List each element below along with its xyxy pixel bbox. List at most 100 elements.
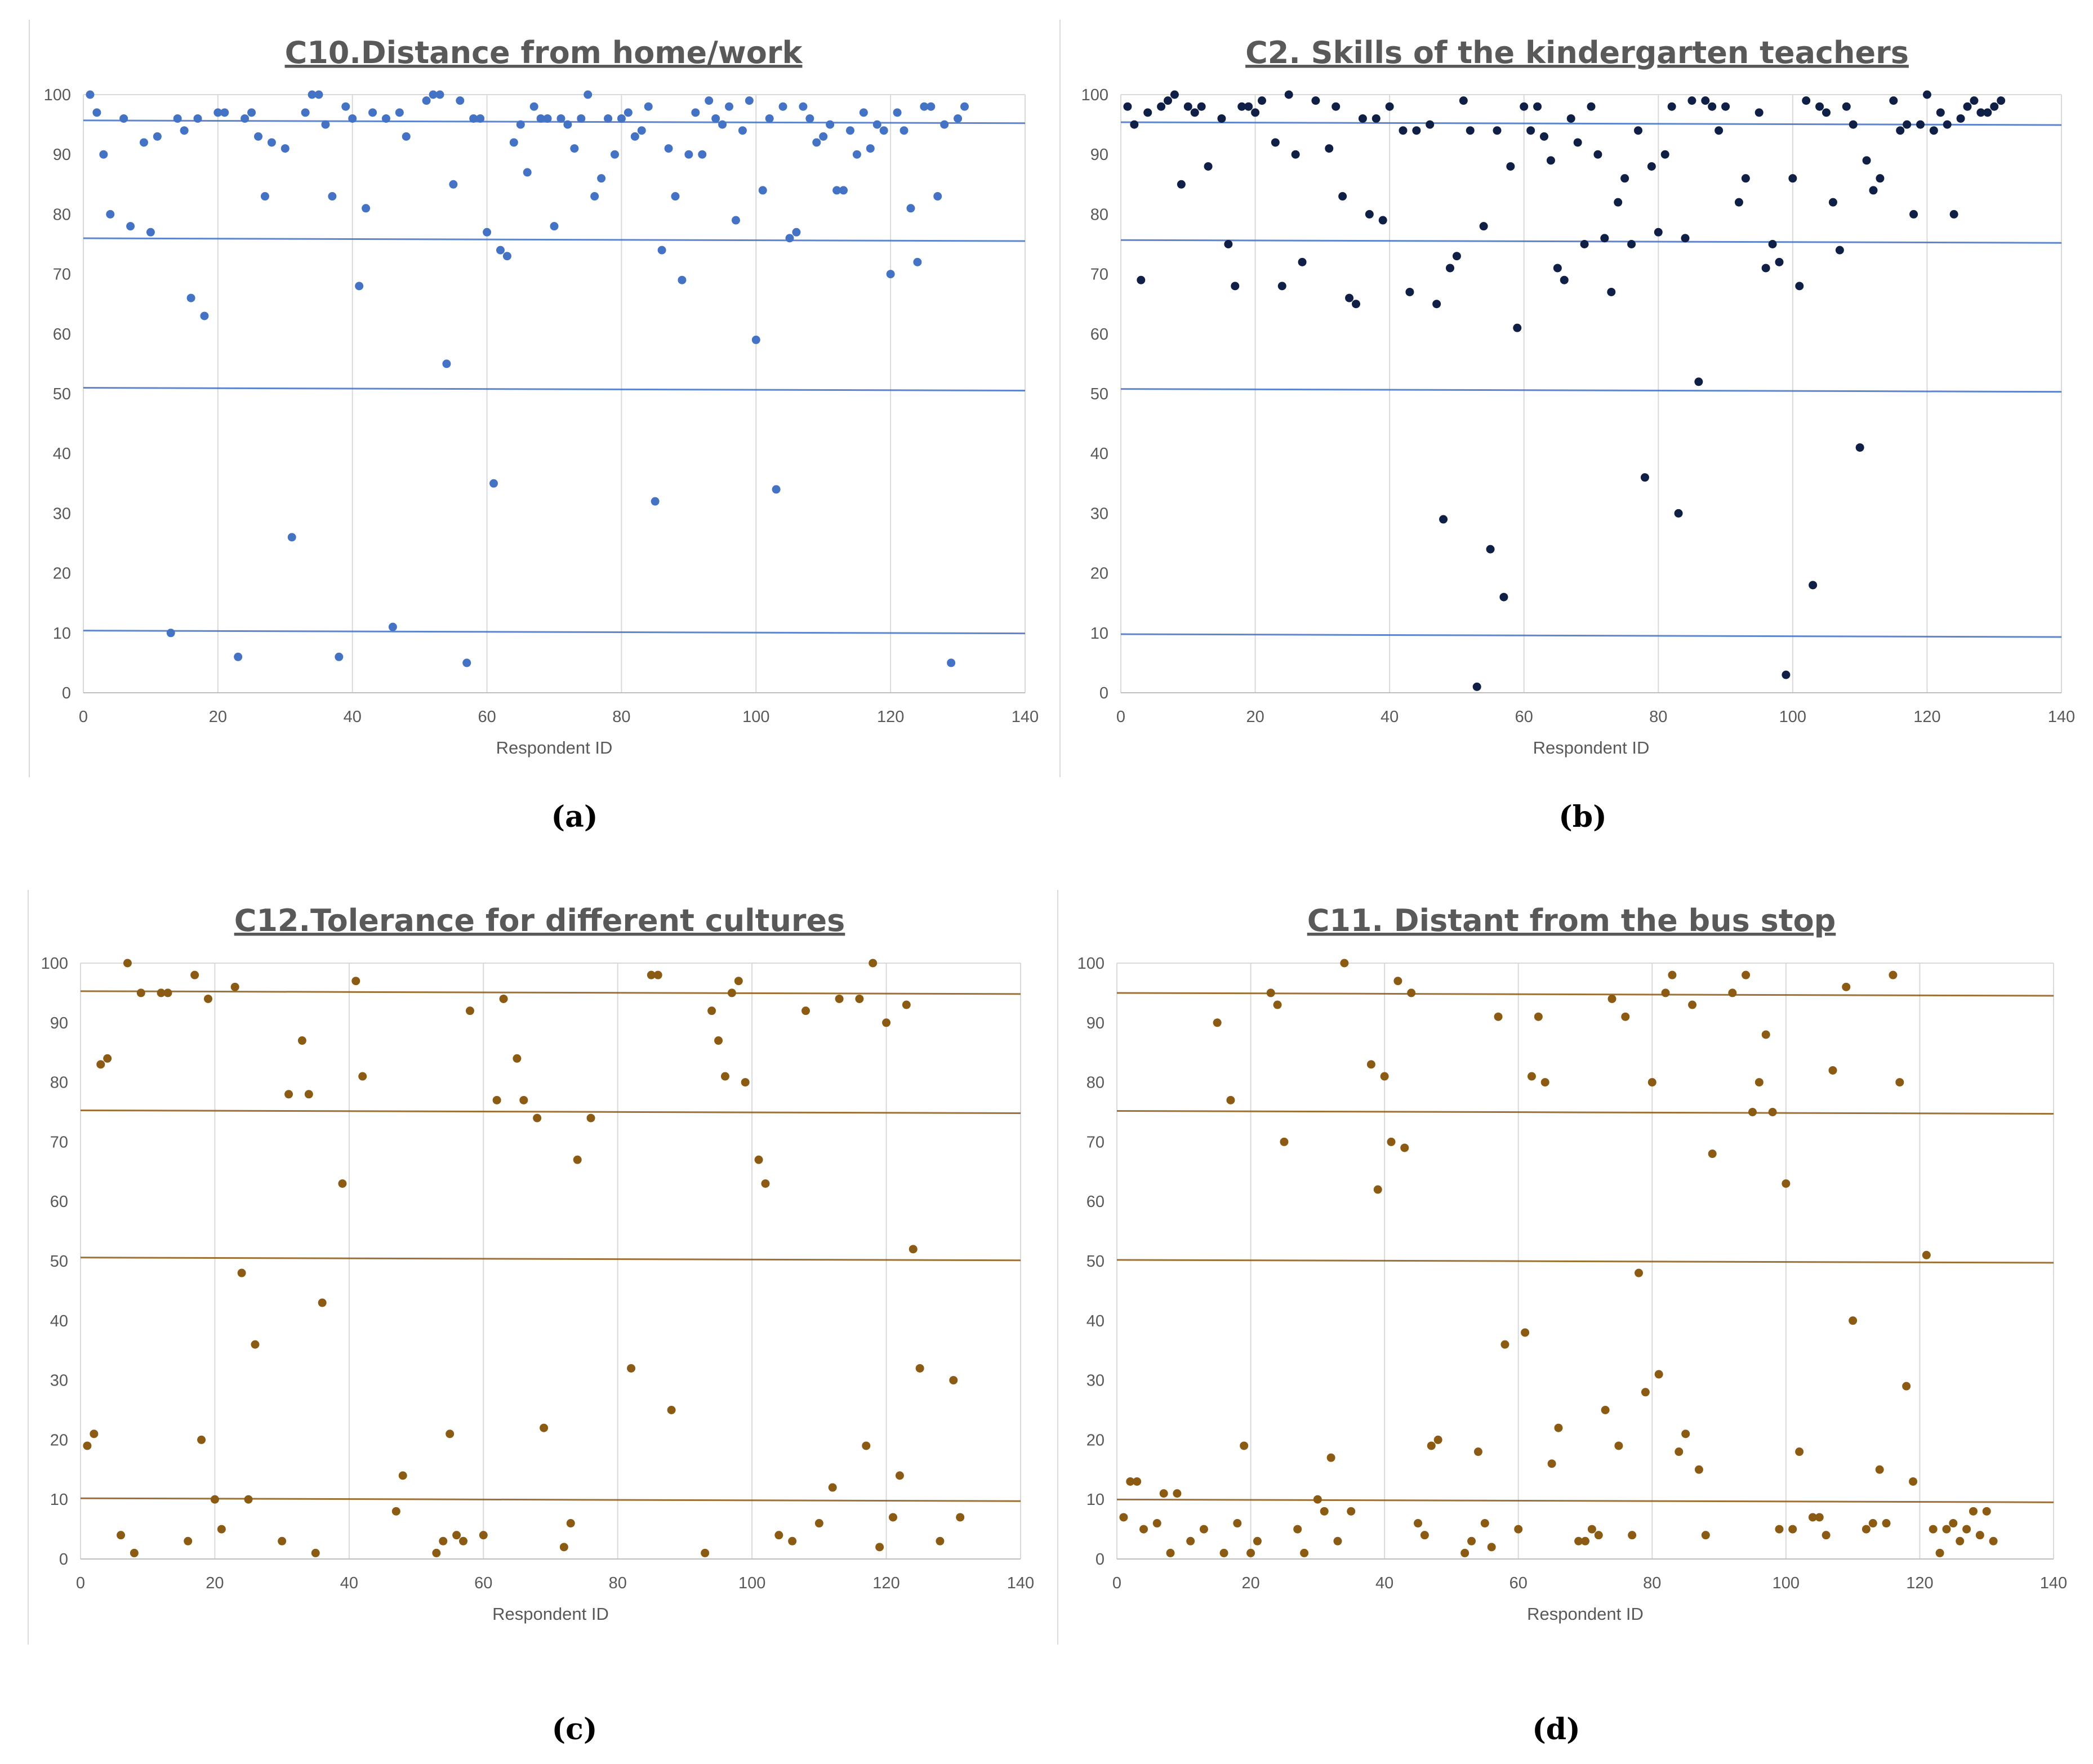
data-point bbox=[459, 1536, 468, 1545]
data-point bbox=[462, 658, 471, 667]
data-point bbox=[1338, 192, 1347, 201]
x-axis-label: Respondent ID bbox=[1533, 738, 1650, 758]
data-point bbox=[1943, 120, 1952, 129]
data-point bbox=[1681, 1429, 1690, 1438]
data-point bbox=[1197, 102, 1206, 111]
x-axis-label: Respondent ID bbox=[1527, 1604, 1644, 1624]
data-point bbox=[1788, 174, 1797, 183]
data-point bbox=[96, 1060, 105, 1069]
data-point bbox=[566, 1519, 575, 1528]
y-tick-label: 60 bbox=[53, 326, 71, 344]
y-tick-label: 40 bbox=[1086, 1312, 1105, 1330]
data-point bbox=[321, 120, 330, 129]
chart-title: C2. Skills of the kindergarten teachers bbox=[1245, 35, 1909, 70]
data-point bbox=[1378, 216, 1387, 225]
data-point bbox=[153, 132, 162, 141]
data-point bbox=[1298, 257, 1307, 266]
panel-label: (c) bbox=[552, 1712, 598, 1747]
data-point bbox=[1587, 1525, 1596, 1534]
data-point bbox=[1822, 108, 1831, 117]
data-point bbox=[533, 1113, 542, 1122]
data-point bbox=[90, 1429, 99, 1438]
data-point bbox=[920, 102, 929, 111]
data-point bbox=[1244, 102, 1253, 111]
data-point bbox=[1668, 970, 1677, 979]
data-point bbox=[1143, 108, 1152, 117]
y-tick-label: 0 bbox=[62, 684, 71, 702]
reference-line bbox=[1116, 1110, 2054, 1115]
data-point bbox=[1347, 1507, 1356, 1516]
data-point bbox=[1635, 1268, 1644, 1277]
data-point bbox=[1782, 1179, 1791, 1188]
data-point bbox=[489, 479, 498, 488]
data-point bbox=[117, 1531, 126, 1540]
data-point bbox=[136, 988, 145, 997]
data-point bbox=[509, 138, 518, 147]
data-point bbox=[1414, 1519, 1423, 1528]
data-point bbox=[714, 1036, 723, 1045]
y-tick-label: 70 bbox=[50, 1133, 68, 1151]
data-point bbox=[1527, 1072, 1536, 1081]
data-point bbox=[1467, 1536, 1476, 1545]
y-tick-label: 70 bbox=[1090, 266, 1108, 284]
data-point bbox=[1715, 126, 1724, 135]
x-tick-label: 140 bbox=[2040, 1574, 2067, 1592]
data-point bbox=[1340, 959, 1349, 968]
data-point bbox=[707, 1006, 716, 1015]
data-point bbox=[1795, 1447, 1804, 1456]
data-point bbox=[1387, 1137, 1396, 1146]
x-axis-label: Respondent ID bbox=[492, 1604, 609, 1624]
chart-title: C11. Distant from the bus stop bbox=[1307, 903, 1836, 938]
data-point bbox=[1580, 240, 1589, 248]
data-point bbox=[1587, 102, 1596, 111]
chart-panel-c: 0 10 20 30 40 50 60 70 80 90 100 0 20 40 60 80 100 120 140… bbox=[28, 890, 1034, 1747]
data-point bbox=[1882, 1519, 1891, 1528]
data-point bbox=[358, 1072, 367, 1081]
data-point bbox=[1480, 1519, 1489, 1528]
data-point bbox=[314, 90, 323, 99]
data-point bbox=[184, 1536, 193, 1545]
reference-line bbox=[80, 1497, 1021, 1502]
data-point bbox=[254, 132, 263, 141]
data-point bbox=[197, 1435, 206, 1444]
data-point bbox=[1647, 1078, 1656, 1087]
data-point bbox=[479, 1531, 488, 1540]
data-point bbox=[297, 1036, 306, 1045]
data-point bbox=[1365, 210, 1374, 219]
data-point bbox=[1788, 1525, 1797, 1534]
x-tick-label: 140 bbox=[2048, 708, 2075, 726]
data-point bbox=[543, 114, 552, 123]
reference-line bbox=[83, 387, 1026, 392]
data-point bbox=[1654, 228, 1663, 237]
data-point bbox=[630, 132, 639, 141]
data-point bbox=[287, 533, 296, 542]
data-point bbox=[83, 1441, 92, 1450]
panel-label: (b) bbox=[1558, 800, 1607, 834]
data-point bbox=[1876, 174, 1885, 183]
y-tick-label: 80 bbox=[1090, 206, 1108, 224]
data-point bbox=[1949, 1519, 1958, 1528]
panel-label: (d) bbox=[1532, 1712, 1580, 1747]
data-point bbox=[1929, 1525, 1938, 1534]
data-point bbox=[839, 186, 848, 195]
data-point bbox=[671, 192, 680, 201]
data-point bbox=[1277, 282, 1286, 291]
x-tick-label: 60 bbox=[474, 1574, 492, 1592]
data-point bbox=[523, 168, 532, 177]
y-tick-label: 80 bbox=[53, 206, 71, 224]
data-point bbox=[146, 228, 155, 237]
data-point bbox=[1405, 287, 1414, 296]
data-point bbox=[1721, 102, 1730, 111]
data-point bbox=[180, 126, 189, 135]
data-point bbox=[835, 994, 844, 1003]
data-point bbox=[832, 186, 841, 195]
data-point bbox=[882, 1018, 891, 1027]
data-point bbox=[106, 210, 115, 219]
data-point bbox=[1956, 114, 1965, 123]
data-point bbox=[210, 1495, 219, 1504]
data-point bbox=[1862, 1525, 1871, 1534]
y-tick-label: 50 bbox=[50, 1253, 68, 1271]
reference-line bbox=[1120, 388, 2062, 393]
data-point bbox=[1969, 1507, 1978, 1516]
